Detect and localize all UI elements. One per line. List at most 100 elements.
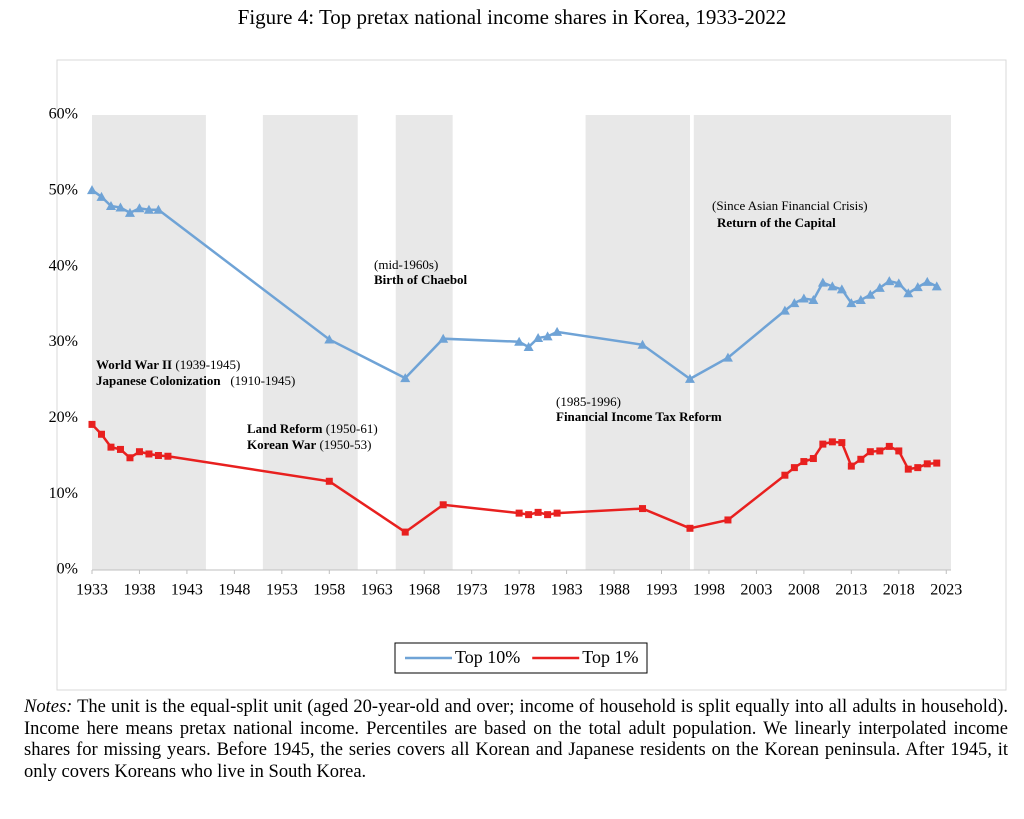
annotation-part: World War II bbox=[96, 357, 172, 372]
marker bbox=[904, 465, 912, 473]
x-tick-label: 1958 bbox=[313, 582, 345, 599]
marker bbox=[865, 289, 876, 299]
marker bbox=[324, 334, 335, 344]
marker bbox=[686, 524, 694, 532]
marker bbox=[846, 298, 857, 308]
marker bbox=[855, 295, 866, 305]
x-tick-label: 1938 bbox=[123, 582, 155, 599]
annotation-part: (1939-1945) bbox=[172, 357, 240, 372]
annotation: Financial Income Tax Reform bbox=[556, 409, 722, 424]
marker bbox=[164, 452, 172, 460]
y-tick-label: 30% bbox=[49, 333, 78, 350]
x-tick-label: 2018 bbox=[883, 582, 915, 599]
annotation-part: Korean War bbox=[247, 437, 316, 452]
annotation: (1985-1996) bbox=[556, 394, 621, 409]
annotation: Land Reform (1950-61) bbox=[247, 421, 378, 436]
marker bbox=[808, 295, 819, 305]
x-tick-label: 1978 bbox=[503, 582, 535, 599]
annotation-part: (1910-1945) bbox=[221, 373, 296, 388]
marker bbox=[838, 439, 846, 447]
marker bbox=[107, 443, 115, 451]
notes-label: Notes: bbox=[24, 697, 73, 717]
y-tick-label: 40% bbox=[49, 257, 78, 274]
marker bbox=[88, 420, 96, 428]
marker bbox=[798, 293, 809, 303]
annotation-part: Japanese Colonization bbox=[96, 373, 221, 388]
x-tick-label: 1968 bbox=[408, 582, 440, 599]
annotation: Birth of Chaebol bbox=[374, 272, 468, 287]
notes: Notes: The unit is the equal-split unit … bbox=[24, 697, 1008, 783]
marker bbox=[134, 203, 145, 213]
marker bbox=[325, 477, 333, 485]
annotation-part: (1950-61) bbox=[322, 421, 377, 436]
annotation-part: Financial Income Tax Reform bbox=[556, 409, 722, 424]
annotation-part: Land Reform bbox=[247, 421, 323, 436]
x-tick-label: 1948 bbox=[218, 582, 250, 599]
marker bbox=[724, 516, 732, 524]
marker bbox=[884, 276, 895, 286]
marker bbox=[893, 278, 904, 288]
marker bbox=[87, 185, 97, 195]
shaded-period bbox=[92, 115, 206, 570]
marker bbox=[779, 305, 790, 315]
shaded-period bbox=[585, 115, 690, 570]
chart-frame bbox=[56, 59, 1007, 691]
annotation: (Since Asian Financial Crisis) bbox=[712, 198, 868, 213]
x-tick-label: 1993 bbox=[646, 582, 678, 599]
x-tick-label: 2013 bbox=[835, 582, 867, 599]
y-tick-label: 50% bbox=[49, 182, 78, 199]
annotation: Japanese Colonization (1910-1945) bbox=[96, 373, 295, 388]
marker bbox=[866, 448, 874, 456]
marker bbox=[819, 440, 827, 448]
marker bbox=[135, 448, 143, 456]
x-tick-label: 1963 bbox=[361, 582, 393, 599]
chart: Figure 4: Top pretax national income sha… bbox=[49, 5, 1007, 691]
marker bbox=[401, 528, 409, 536]
marker bbox=[534, 508, 542, 516]
marker bbox=[97, 430, 105, 438]
marker bbox=[827, 281, 838, 291]
marker bbox=[154, 451, 162, 459]
annotation: World War II (1939-1945) bbox=[96, 357, 240, 372]
y-tick-label: 10% bbox=[49, 485, 78, 502]
shaded-period bbox=[262, 115, 358, 570]
marker bbox=[895, 447, 903, 455]
chart-title: Figure 4: Top pretax national income sha… bbox=[238, 5, 787, 29]
marker bbox=[684, 373, 695, 383]
x-tick-label: 1973 bbox=[456, 582, 488, 599]
y-tick-label: 60% bbox=[49, 106, 78, 123]
annotation-part: (1950-53) bbox=[316, 437, 371, 452]
marker bbox=[922, 276, 933, 286]
y-tick-label: 0% bbox=[57, 561, 78, 578]
annotation: Korean War (1950-53) bbox=[247, 437, 371, 452]
annotation-part: (1985-1996) bbox=[556, 394, 621, 409]
annotation: Return of the Capital bbox=[717, 215, 836, 230]
x-tick-label: 2023 bbox=[930, 582, 962, 599]
marker bbox=[639, 505, 647, 513]
marker bbox=[439, 501, 447, 509]
x-tick-label: 2008 bbox=[788, 582, 820, 599]
marker bbox=[885, 442, 893, 450]
marker bbox=[817, 277, 828, 287]
x-tick-label: 1998 bbox=[693, 582, 725, 599]
annotation-part: Return of the Capital bbox=[717, 215, 836, 230]
annotation-part: (Since Asian Financial Crisis) bbox=[712, 198, 868, 213]
marker bbox=[553, 509, 561, 517]
marker bbox=[781, 471, 789, 479]
x-tick-label: 1933 bbox=[76, 582, 108, 599]
marker bbox=[923, 460, 931, 468]
marker bbox=[874, 282, 885, 292]
marker bbox=[523, 342, 534, 352]
marker bbox=[828, 438, 836, 446]
marker bbox=[143, 204, 154, 214]
marker bbox=[115, 202, 126, 212]
marker bbox=[912, 282, 923, 292]
marker bbox=[722, 352, 733, 362]
marker bbox=[847, 462, 855, 470]
marker bbox=[857, 455, 865, 463]
marker bbox=[438, 333, 449, 343]
marker bbox=[800, 458, 808, 466]
marker bbox=[931, 281, 942, 291]
marker bbox=[514, 336, 525, 346]
